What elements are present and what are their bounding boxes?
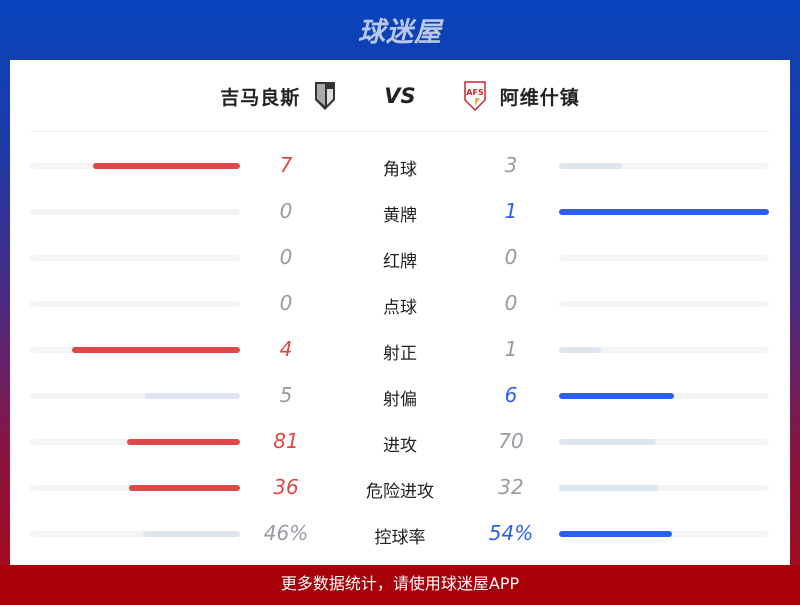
home-bar-track [30,485,240,491]
away-bar-fill [559,163,622,169]
stat-row: 46% 控球率 54% [10,519,790,549]
away-team-badge-icon: AFS [463,81,486,111]
home-value: 0 [279,245,293,269]
away-value: 3 [504,153,518,177]
home-bar-track [30,209,240,215]
stat-label: 角球 [383,160,417,180]
away-value: 70 [498,429,524,453]
away-bar-track [559,301,769,307]
home-bar-track [30,255,240,261]
match-header: 吉马良斯 VS AFS 阿维什镇 [10,60,790,132]
home-bar-fill [143,531,240,537]
home-bar-track [30,347,240,353]
away-team-name: 阿维什镇 [499,86,580,109]
home-bar-track [30,531,240,537]
away-bar-fill [559,393,674,399]
home-value: 0 [279,199,293,223]
away-bar-track [559,485,769,491]
away-bar-track [559,393,769,399]
away-bar-track [559,163,769,169]
away-bar-track [559,531,769,537]
away-value: 0 [504,291,518,315]
away-value: 54% [488,521,534,545]
home-bar-fill [127,439,240,445]
stat-label: 进攻 [383,436,417,456]
stat-row: 4 射正 1 [10,335,790,365]
home-bar-track [30,301,240,307]
home-bar-track [30,439,240,445]
stat-row: 0 红牌 0 [10,243,790,273]
stat-label: 控球率 [374,528,426,548]
home-bar-track [30,163,240,169]
home-value: 36 [273,475,299,499]
vs-label: VS [384,84,416,108]
away-value: 0 [504,245,518,269]
home-team-badge-icon [315,82,336,110]
home-value: 0 [279,291,293,315]
home-value: 46% [263,521,309,545]
away-bar-fill [559,485,658,491]
away-bar-fill [559,439,657,445]
home-value: 81 [273,429,299,453]
stat-row: 5 射偏 6 [10,381,790,411]
away-bar-fill [559,347,601,353]
stat-label: 危险进攻 [366,482,434,502]
home-value: 4 [279,337,293,361]
home-bar-fill [93,163,240,169]
away-bar-track [559,347,769,353]
away-bar-track [559,209,769,215]
away-badge-text: AFS [466,88,484,97]
home-value: 5 [279,383,293,407]
home-value: 7 [279,153,293,177]
stat-row: 81 进攻 70 [10,427,790,457]
divider [30,131,770,132]
brand-logo: 球迷屋 [358,17,442,48]
home-bar-fill [144,393,240,399]
away-value: 32 [498,475,524,499]
home-bar-track [30,393,240,399]
stat-row: 0 黄牌 1 [10,197,790,227]
away-value: 6 [504,383,518,407]
stat-label: 黄牌 [383,206,417,226]
stat-label: 红牌 [383,252,417,272]
stat-row: 36 危险进攻 32 [10,473,790,503]
home-bar-fill [72,347,240,353]
away-bar-track [559,439,769,445]
home-team-name: 吉马良斯 [220,86,301,109]
stats-card: 吉马良斯 VS AFS 阿维什镇 7 角球 3 0 黄牌 1 0 红牌 0 0 … [10,60,790,565]
away-bar-fill [559,531,673,537]
stat-row: 7 角球 3 [10,151,790,181]
away-bar-track [559,255,769,261]
footer-app-promo[interactable]: 更多数据统计，请使用球迷屋APP [0,565,800,605]
stat-label: 点球 [383,298,417,318]
stat-row: 0 点球 0 [10,289,790,319]
stat-label: 射正 [383,344,417,364]
away-value: 1 [504,199,518,223]
away-value: 1 [504,337,518,361]
home-bar-fill [128,485,240,491]
away-bar-fill [559,209,769,215]
stat-label: 射偏 [383,390,417,410]
